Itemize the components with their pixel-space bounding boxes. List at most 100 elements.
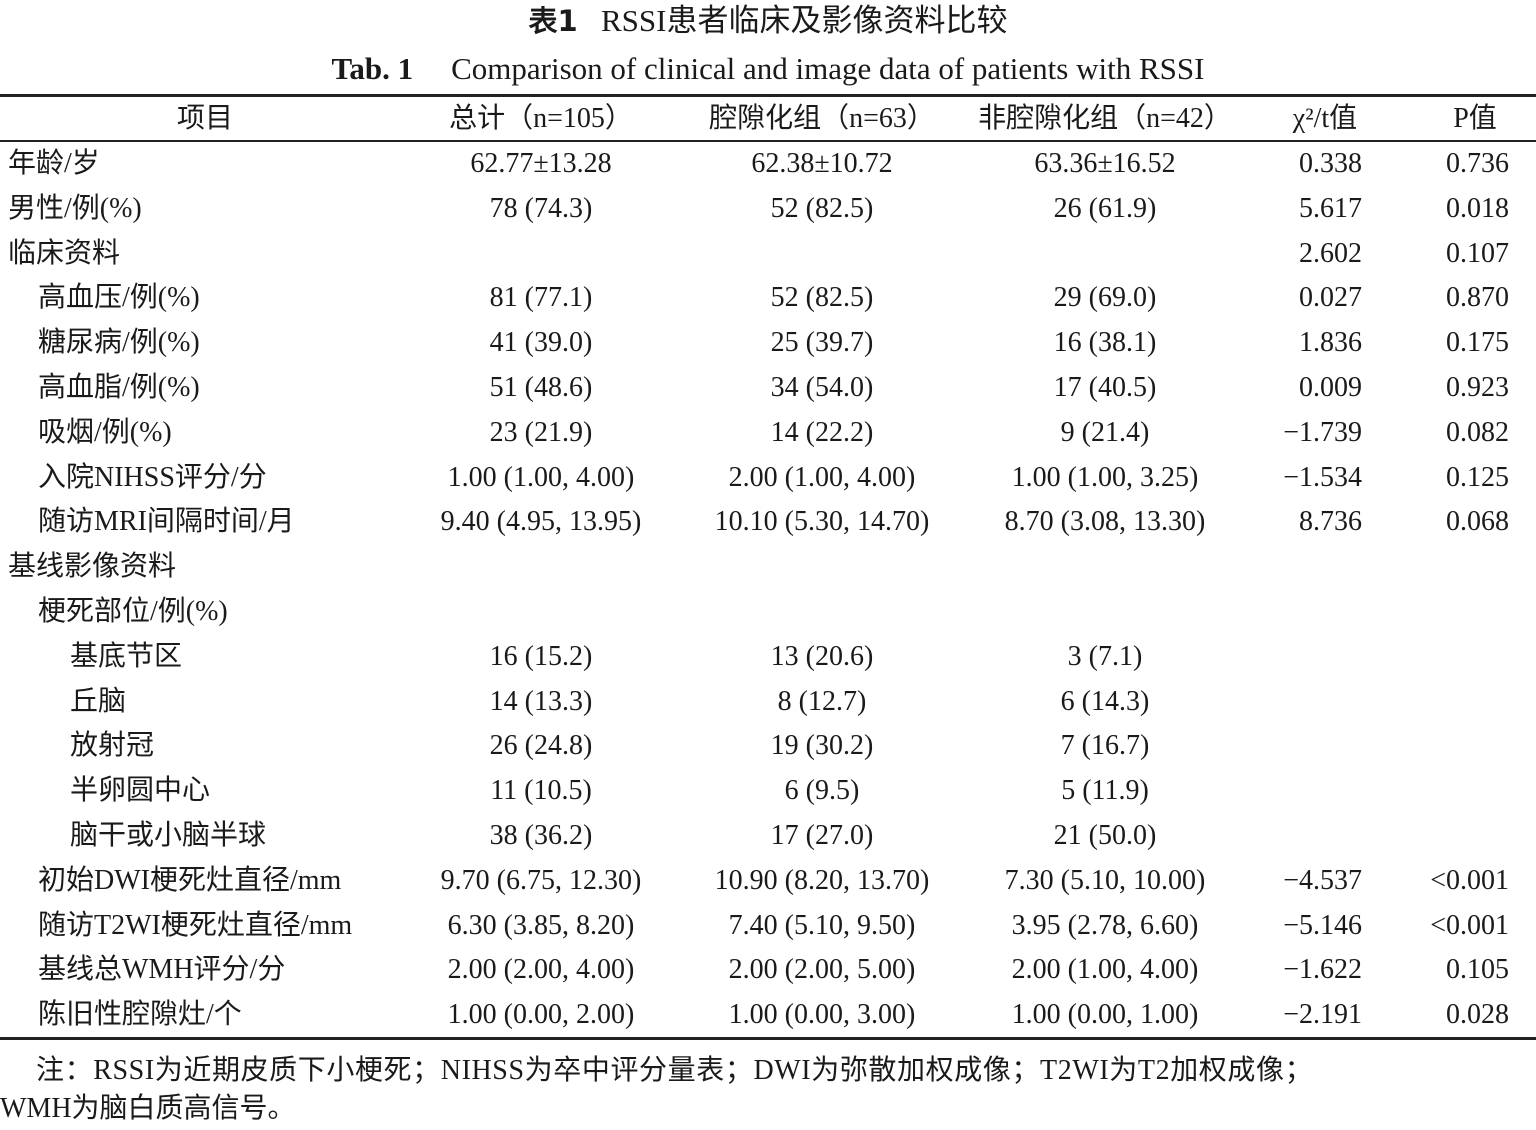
cell-statistic: 0.009	[1299, 372, 1362, 403]
cell-total: 9.40 (4.95, 13.95)	[440, 506, 642, 538]
row-label: 初始DWI梗死灶直径/mm	[38, 864, 342, 896]
cell-lacunar: 8 (12.7)	[777, 685, 867, 717]
row-label: 高血压/例(%)	[38, 282, 200, 314]
cell-lacunar: 25 (39.7)	[770, 327, 874, 359]
row-label: 丘脑	[70, 685, 127, 717]
table-title-en: Tab. 1 Comparison of clinical and image d…	[0, 48, 1536, 90]
table-row: 入院NIHSS评分/分 1.00 (1.00, 4.00) 2.00 (1.00, …	[0, 455, 1536, 500]
cell-statistic: −1.534	[1283, 461, 1362, 493]
cell-p-value: <0.001	[1430, 864, 1509, 896]
cell-total: 62.77±13.28	[470, 148, 612, 179]
row-label: 男性/例(%)	[8, 192, 142, 224]
cell-non-lacunar: 26 (61.9)	[1053, 192, 1157, 224]
cell-non-lacunar: 5 (11.9)	[1061, 775, 1149, 807]
cell-non-lacunar: 7 (16.7)	[1060, 730, 1150, 762]
cell-total: 51 (48.6)	[489, 372, 593, 403]
row-label: 随访MRI间隔时间/月	[38, 506, 295, 538]
cell-p-value: 0.736	[1446, 148, 1509, 179]
table-row: 年龄/岁 62.77±13.28 62.38±10.72 63.36±16.52 0.3…	[0, 141, 1536, 186]
row-label: 随访T2WI梗死灶直径/mm	[38, 909, 353, 941]
cell-lacunar: 52 (82.5)	[770, 282, 874, 314]
cell-total: 11 (10.5)	[490, 775, 592, 807]
table-row: 初始DWI梗死灶直径/mm 9.70 (6.75, 12.30) 10.90 (8.…	[0, 858, 1536, 903]
row-label: 年龄/岁	[8, 148, 100, 179]
cell-non-lacunar: 21 (50.0)	[1053, 820, 1157, 851]
table-row: 放射冠 26 (24.8) 19 (30.2) 7 (16.7)	[0, 723, 1536, 768]
row-label: 放射冠	[70, 730, 155, 762]
cell-p-value: 0.107	[1446, 237, 1509, 269]
table-row: 临床资料 2.602 0.107	[0, 231, 1536, 276]
cell-total: 78 (74.3)	[489, 192, 593, 224]
cell-total: 38 (36.2)	[489, 820, 593, 851]
note-line-1: 注：RSSI为近期皮质下小梗死；NIHSS为卒中评分量表；DWI为弥散加权成像；…	[36, 1055, 1314, 1086]
table-row: 梗死部位/例(%)	[0, 589, 1536, 634]
cell-non-lacunar: 8.70 (3.08, 13.30)	[1004, 506, 1206, 538]
row-label: 入院NIHSS评分/分	[38, 461, 267, 493]
table-row: 高血压/例(%) 81 (77.1) 52 (82.5) 29 (69.0) 0.027…	[0, 275, 1536, 320]
cell-lacunar: 19 (30.2)	[770, 730, 874, 762]
cell-total: 1.00 (1.00, 4.00)	[447, 461, 635, 493]
cell-lacunar: 7.40 (5.10, 9.50)	[728, 909, 916, 941]
cell-p-value: 0.018	[1446, 192, 1509, 224]
cell-p-value: 0.125	[1446, 461, 1509, 493]
header-statistic: χ²/t值	[1292, 103, 1358, 134]
table-row: 基底节区 16 (15.2) 13 (20.6) 3 (7.1)	[0, 634, 1536, 679]
table-row: 基线影像资料	[0, 544, 1536, 589]
cell-statistic: −2.191	[1283, 999, 1362, 1031]
cell-lacunar: 1.00 (0.00, 3.00)	[728, 999, 916, 1031]
cell-statistic: 5.617	[1299, 192, 1362, 224]
table-number-en: Tab. 1	[331, 51, 414, 86]
row-label: 半卵圆中心	[70, 775, 211, 807]
header-lacunar: 腔隙化组（n=63）	[709, 103, 935, 134]
row-label: 脑干或小脑半球	[70, 820, 267, 851]
cell-total: 2.00 (2.00, 4.00)	[447, 954, 635, 986]
cell-p-value: 0.923	[1446, 372, 1509, 403]
cell-total: 6.30 (3.85, 8.20)	[447, 909, 635, 941]
cell-statistic: 8.736	[1299, 506, 1362, 538]
cell-statistic: 0.338	[1299, 148, 1362, 179]
cell-lacunar: 10.90 (8.20, 13.70)	[714, 864, 930, 896]
header-item: 项目	[176, 103, 233, 134]
cell-non-lacunar: 63.36±16.52	[1034, 148, 1176, 179]
cell-non-lacunar: 17 (40.5)	[1053, 372, 1157, 403]
cell-non-lacunar: 1.00 (1.00, 3.25)	[1011, 461, 1199, 493]
cell-lacunar: 34 (54.0)	[770, 372, 874, 403]
table-row: 丘脑 14 (13.3) 8 (12.7) 6 (14.3)	[0, 679, 1536, 724]
table-row: 陈旧性腔隙灶/个 1.00 (0.00, 2.00) 1.00 (0.00, 3.0…	[0, 992, 1536, 1037]
row-label: 基线总WMH评分/分	[38, 954, 286, 986]
cell-non-lacunar: 9 (21.4)	[1060, 416, 1150, 448]
top-rule	[0, 94, 1536, 97]
row-label: 梗死部位/例(%)	[38, 596, 228, 627]
table-header-row: 项目 总计（n=105） 腔隙化组（n=63） 非腔隙化组（n=42） χ²/t…	[0, 96, 1536, 141]
row-label: 高血脂/例(%)	[38, 372, 200, 403]
header-total: 总计（n=105）	[449, 103, 633, 134]
row-label: 基底节区	[70, 640, 183, 672]
cell-total: 14 (13.3)	[489, 685, 593, 717]
table-row: 基线总WMH评分/分 2.00 (2.00, 4.00) 2.00 (2.00, 5…	[0, 947, 1536, 992]
cell-lacunar: 2.00 (2.00, 5.00)	[728, 954, 916, 986]
bottom-rule	[0, 1037, 1536, 1040]
cell-non-lacunar: 6 (14.3)	[1060, 685, 1150, 717]
header-non-lacunar: 非腔隙化组（n=42）	[978, 103, 1232, 134]
cell-p-value: 0.105	[1446, 954, 1509, 986]
table-row: 随访MRI间隔时间/月 9.40 (4.95, 13.95) 10.10 (5.30…	[0, 499, 1536, 544]
table-number-cn: 表1	[528, 4, 578, 38]
table-row: 吸烟/例(%) 23 (21.9) 14 (22.2) 9 (21.4) −1.739 0…	[0, 410, 1536, 455]
row-label: 基线影像资料	[8, 551, 177, 583]
header-p-value: P值	[1453, 103, 1497, 134]
cell-p-value: <0.001	[1430, 909, 1509, 941]
cell-statistic: 0.027	[1299, 282, 1362, 314]
row-label: 糖尿病/例(%)	[38, 327, 200, 359]
cell-non-lacunar: 3 (7.1)	[1067, 640, 1143, 672]
table-row: 高血脂/例(%) 51 (48.6) 34 (54.0) 17 (40.5) 0.009…	[0, 365, 1536, 410]
table-title-cn-text: RSSI患者临床及影像资料比较	[600, 3, 1008, 38]
row-label: 吸烟/例(%)	[38, 416, 172, 448]
cell-non-lacunar: 3.95 (2.78, 6.60)	[1011, 909, 1199, 941]
table-row: 半卵圆中心 11 (10.5) 6 (9.5) 5 (11.9)	[0, 768, 1536, 813]
table-note: 注：RSSI为近期皮质下小梗死；NIHSS为卒中评分量表；DWI为弥散加权成像；…	[0, 1052, 1536, 1128]
cell-p-value: 0.175	[1446, 327, 1509, 359]
cell-statistic: −1.622	[1283, 954, 1362, 986]
cell-p-value: 0.082	[1446, 416, 1509, 448]
table-row: 男性/例(%) 78 (74.3) 52 (82.5) 26 (61.9) 5.617 0…	[0, 186, 1536, 231]
cell-lacunar: 14 (22.2)	[770, 416, 874, 448]
